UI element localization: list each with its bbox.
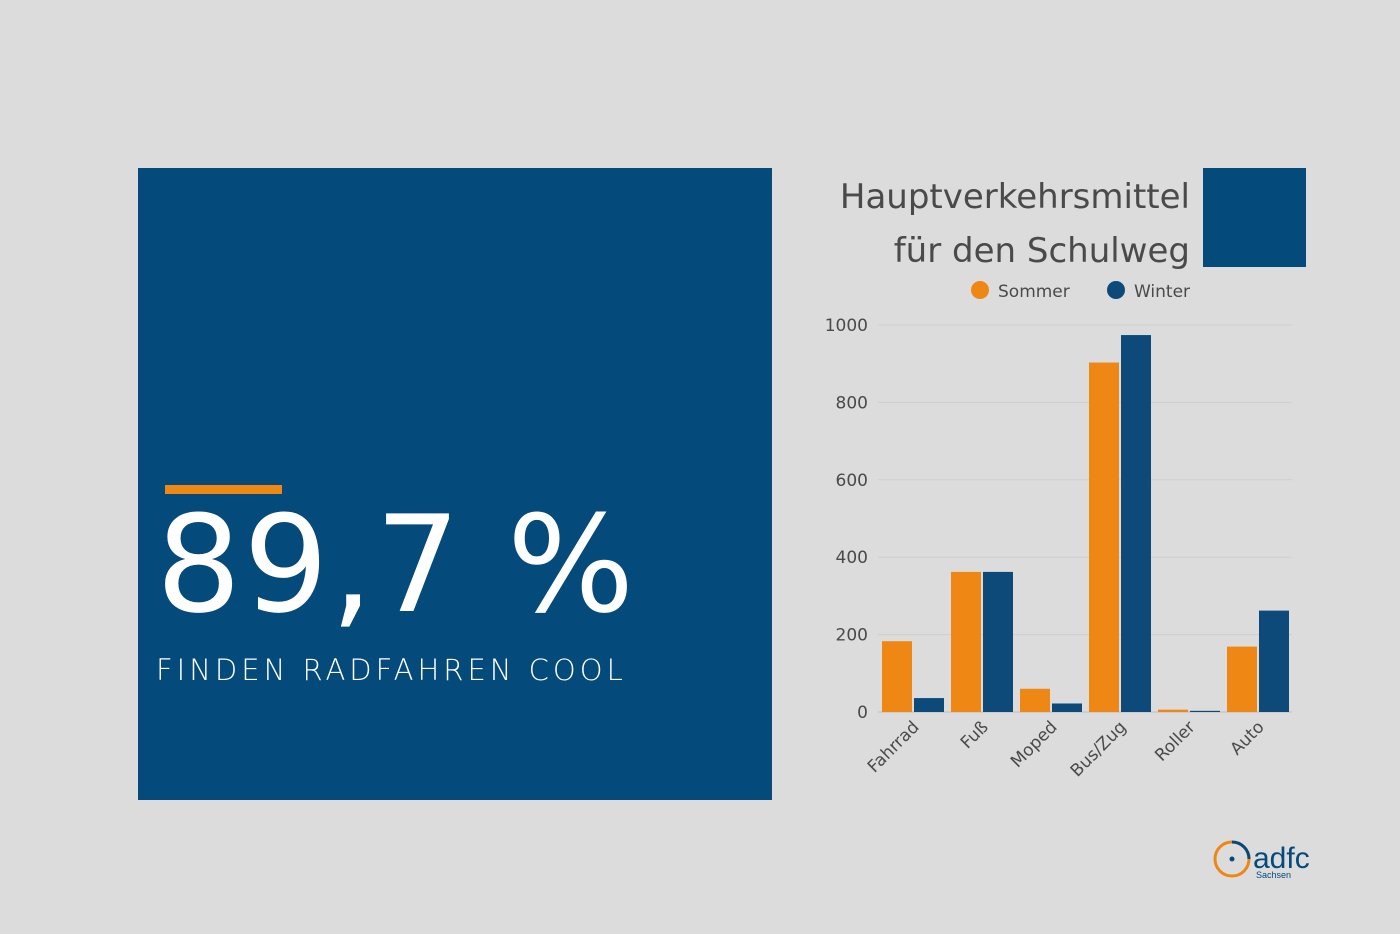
title-square-decoration	[1203, 168, 1306, 267]
x-tick-label: Auto	[1226, 717, 1268, 759]
legend-label-sommer: Sommer	[998, 282, 1070, 302]
x-tick-label: Bus/Zug	[1067, 717, 1131, 781]
legend-label-winter: Winter	[1134, 282, 1190, 302]
bar-winter-1	[983, 571, 1013, 712]
stat-caption: FINDEN RADFAHREN COOL	[156, 653, 627, 687]
bar-sommer-0	[882, 641, 912, 712]
x-tick-label: Roller	[1151, 717, 1199, 765]
bar-winter-5	[1259, 610, 1289, 712]
y-tick-label: 200	[836, 626, 868, 646]
bar-winter-0	[914, 698, 944, 712]
big-stat-value: 89,7 %	[156, 487, 637, 643]
y-tick-label: 400	[836, 548, 868, 568]
y-tick-label: 800	[836, 393, 868, 413]
bar-sommer-5	[1227, 646, 1257, 712]
y-tick-label: 600	[836, 471, 868, 491]
x-tick-label: Fuß	[957, 717, 993, 753]
bar-sommer-2	[1020, 688, 1050, 712]
x-tick-label: Fahrrad	[864, 717, 924, 777]
bar-winter-2	[1052, 703, 1082, 712]
bar-sommer-1	[951, 571, 981, 712]
chart-title-line-1: Hauptverkehrsmittel	[839, 177, 1190, 217]
bar-winter-3	[1121, 335, 1151, 712]
legend-marker-winter	[1107, 281, 1125, 299]
logo-wordmark: adfc	[1253, 842, 1310, 875]
accent-line	[165, 485, 282, 494]
legend-marker-sommer	[971, 281, 989, 299]
x-tick-label: Moped	[1007, 717, 1062, 772]
y-tick-label: 0	[857, 703, 868, 723]
y-tick-label: 1000	[825, 316, 868, 336]
bar-sommer-4	[1158, 709, 1188, 712]
chart-title: Hauptverkehrsmittel für den Schulweg	[770, 170, 1190, 278]
adfc-logo: adfc Sachsen	[1213, 840, 1310, 880]
stat-panel: 89,7 % FINDEN RADFAHREN COOL	[138, 168, 772, 800]
bar-sommer-3	[1089, 362, 1119, 712]
bar-winter-4	[1190, 710, 1220, 712]
logo-subtitle: Sachsen	[1256, 870, 1291, 880]
chart-title-line-2: für den Schulweg	[893, 231, 1190, 271]
